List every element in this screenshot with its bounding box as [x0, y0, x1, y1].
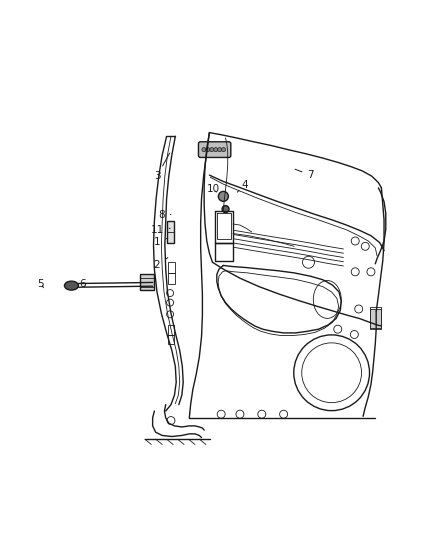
Circle shape [206, 148, 210, 151]
Bar [168, 325, 174, 335]
Text: 8: 8 [158, 211, 171, 221]
Circle shape [222, 148, 226, 151]
Bar [370, 308, 381, 329]
Bar [168, 273, 175, 284]
Circle shape [222, 206, 229, 213]
Bar [168, 335, 174, 344]
Bar [167, 221, 174, 243]
Text: 1: 1 [154, 237, 167, 247]
Text: 4: 4 [237, 180, 248, 192]
Circle shape [219, 191, 228, 201]
Text: 11: 11 [150, 225, 170, 236]
Text: 5: 5 [38, 279, 44, 288]
Bar [141, 274, 153, 290]
Circle shape [218, 148, 222, 151]
Circle shape [202, 148, 206, 151]
Bar [370, 309, 381, 328]
Text: 3: 3 [154, 153, 170, 181]
Text: 10: 10 [207, 184, 220, 194]
FancyBboxPatch shape [198, 142, 231, 157]
Circle shape [210, 148, 214, 151]
Circle shape [214, 148, 218, 151]
Text: 2: 2 [154, 257, 168, 270]
Bar [168, 262, 175, 273]
Ellipse shape [64, 281, 78, 290]
Text: 6: 6 [79, 279, 86, 288]
Text: 7: 7 [295, 169, 314, 180]
